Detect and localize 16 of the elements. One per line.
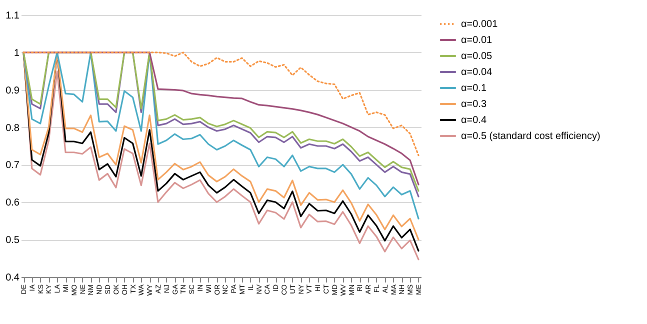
y-tick-label: 0.6 <box>6 198 20 209</box>
legend-label: α=0.3 <box>461 99 487 110</box>
legend-label: α=0.5 (standard cost efficiency) <box>461 131 600 142</box>
y-tick-label: 1 <box>14 48 20 59</box>
y-tick-label: 0.7 <box>6 160 20 172</box>
y-tick-label: 1.1 <box>6 10 20 22</box>
legend-label: α=0.05 <box>461 51 493 62</box>
legend-label: α=0.001 <box>461 19 498 30</box>
y-tick-label: 0.4 <box>6 272 20 284</box>
y-tick-label: 0.8 <box>6 122 20 134</box>
y-tick-label: 0.9 <box>6 85 20 96</box>
legend-label: α=0.04 <box>461 67 493 78</box>
legend-label: α=0.4 <box>461 115 487 126</box>
legend-label: α=0.1 <box>461 83 487 94</box>
y-tick-label: 0.5 <box>6 235 20 246</box>
legend-label: α=0.01 <box>461 35 493 46</box>
